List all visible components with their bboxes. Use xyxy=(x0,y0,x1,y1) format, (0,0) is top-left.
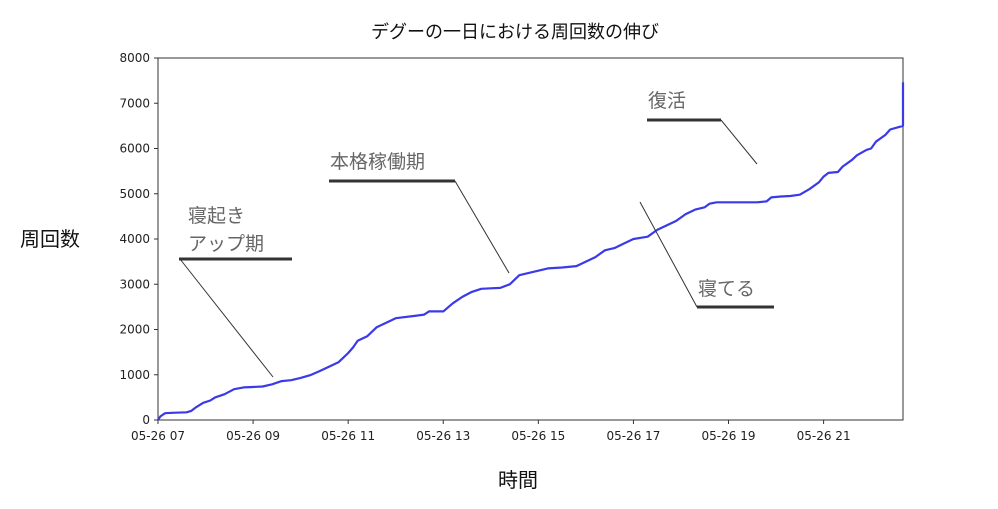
plot-area xyxy=(157,57,904,421)
x-tick-label: 05-26 07 xyxy=(131,429,185,443)
y-tick-label: 6000 xyxy=(119,142,150,156)
x-tick-label: 05-26 13 xyxy=(416,429,470,443)
annotation-revival-text: 復活 xyxy=(648,90,686,112)
x-tick-label: 05-26 19 xyxy=(702,429,756,443)
y-tick-label: 5000 xyxy=(119,187,150,201)
x-tick-label: 05-26 11 xyxy=(321,429,375,443)
x-tick-label: 05-26 17 xyxy=(606,429,660,443)
annotation-active-pointer xyxy=(454,180,510,274)
y-tick-label: 0 xyxy=(142,413,150,427)
y-tick-label: 2000 xyxy=(119,323,150,337)
y-axis-label: 周回数 xyxy=(20,227,80,251)
y-tick-label: 1000 xyxy=(119,368,150,382)
annotation-active: 本格稼働期 xyxy=(329,151,510,274)
annotation-wakeup: 寝起き アップ期 xyxy=(179,205,292,378)
x-tick-label: 05-26 15 xyxy=(511,429,565,443)
x-tick-label: 05-26 21 xyxy=(797,429,851,443)
annotation-revival-pointer xyxy=(720,119,758,165)
y-tick-label: 8000 xyxy=(119,51,150,65)
y-axis: 0 1000 2000 3000 4000 5000 6000 7000 8000 xyxy=(119,51,158,427)
annotation-sleeping-pointer xyxy=(639,201,698,308)
annotation-sleeping: 寝てる xyxy=(639,201,774,309)
annotation-revival: 復活 xyxy=(647,90,758,165)
x-tick-label: 05-26 09 xyxy=(226,429,280,443)
annotation-active-text: 本格稼働期 xyxy=(330,151,425,173)
y-tick-label: 3000 xyxy=(119,277,150,291)
x-axis-label: 時間 xyxy=(498,468,538,492)
y-tick-label: 4000 xyxy=(119,232,150,246)
annotation-wakeup-text: 寝起き アップ期 xyxy=(188,205,264,255)
y-tick-label: 7000 xyxy=(119,96,150,110)
annotation-wakeup-pointer xyxy=(179,258,274,378)
series-line xyxy=(157,81,905,421)
chart-title: デグーの一日における周回数の伸び xyxy=(371,22,659,43)
annotation-sleeping-text: 寝てる xyxy=(698,278,755,300)
x-axis: 05-26 07 05-26 09 05-26 11 05-26 13 05-26 15… xyxy=(131,420,851,443)
